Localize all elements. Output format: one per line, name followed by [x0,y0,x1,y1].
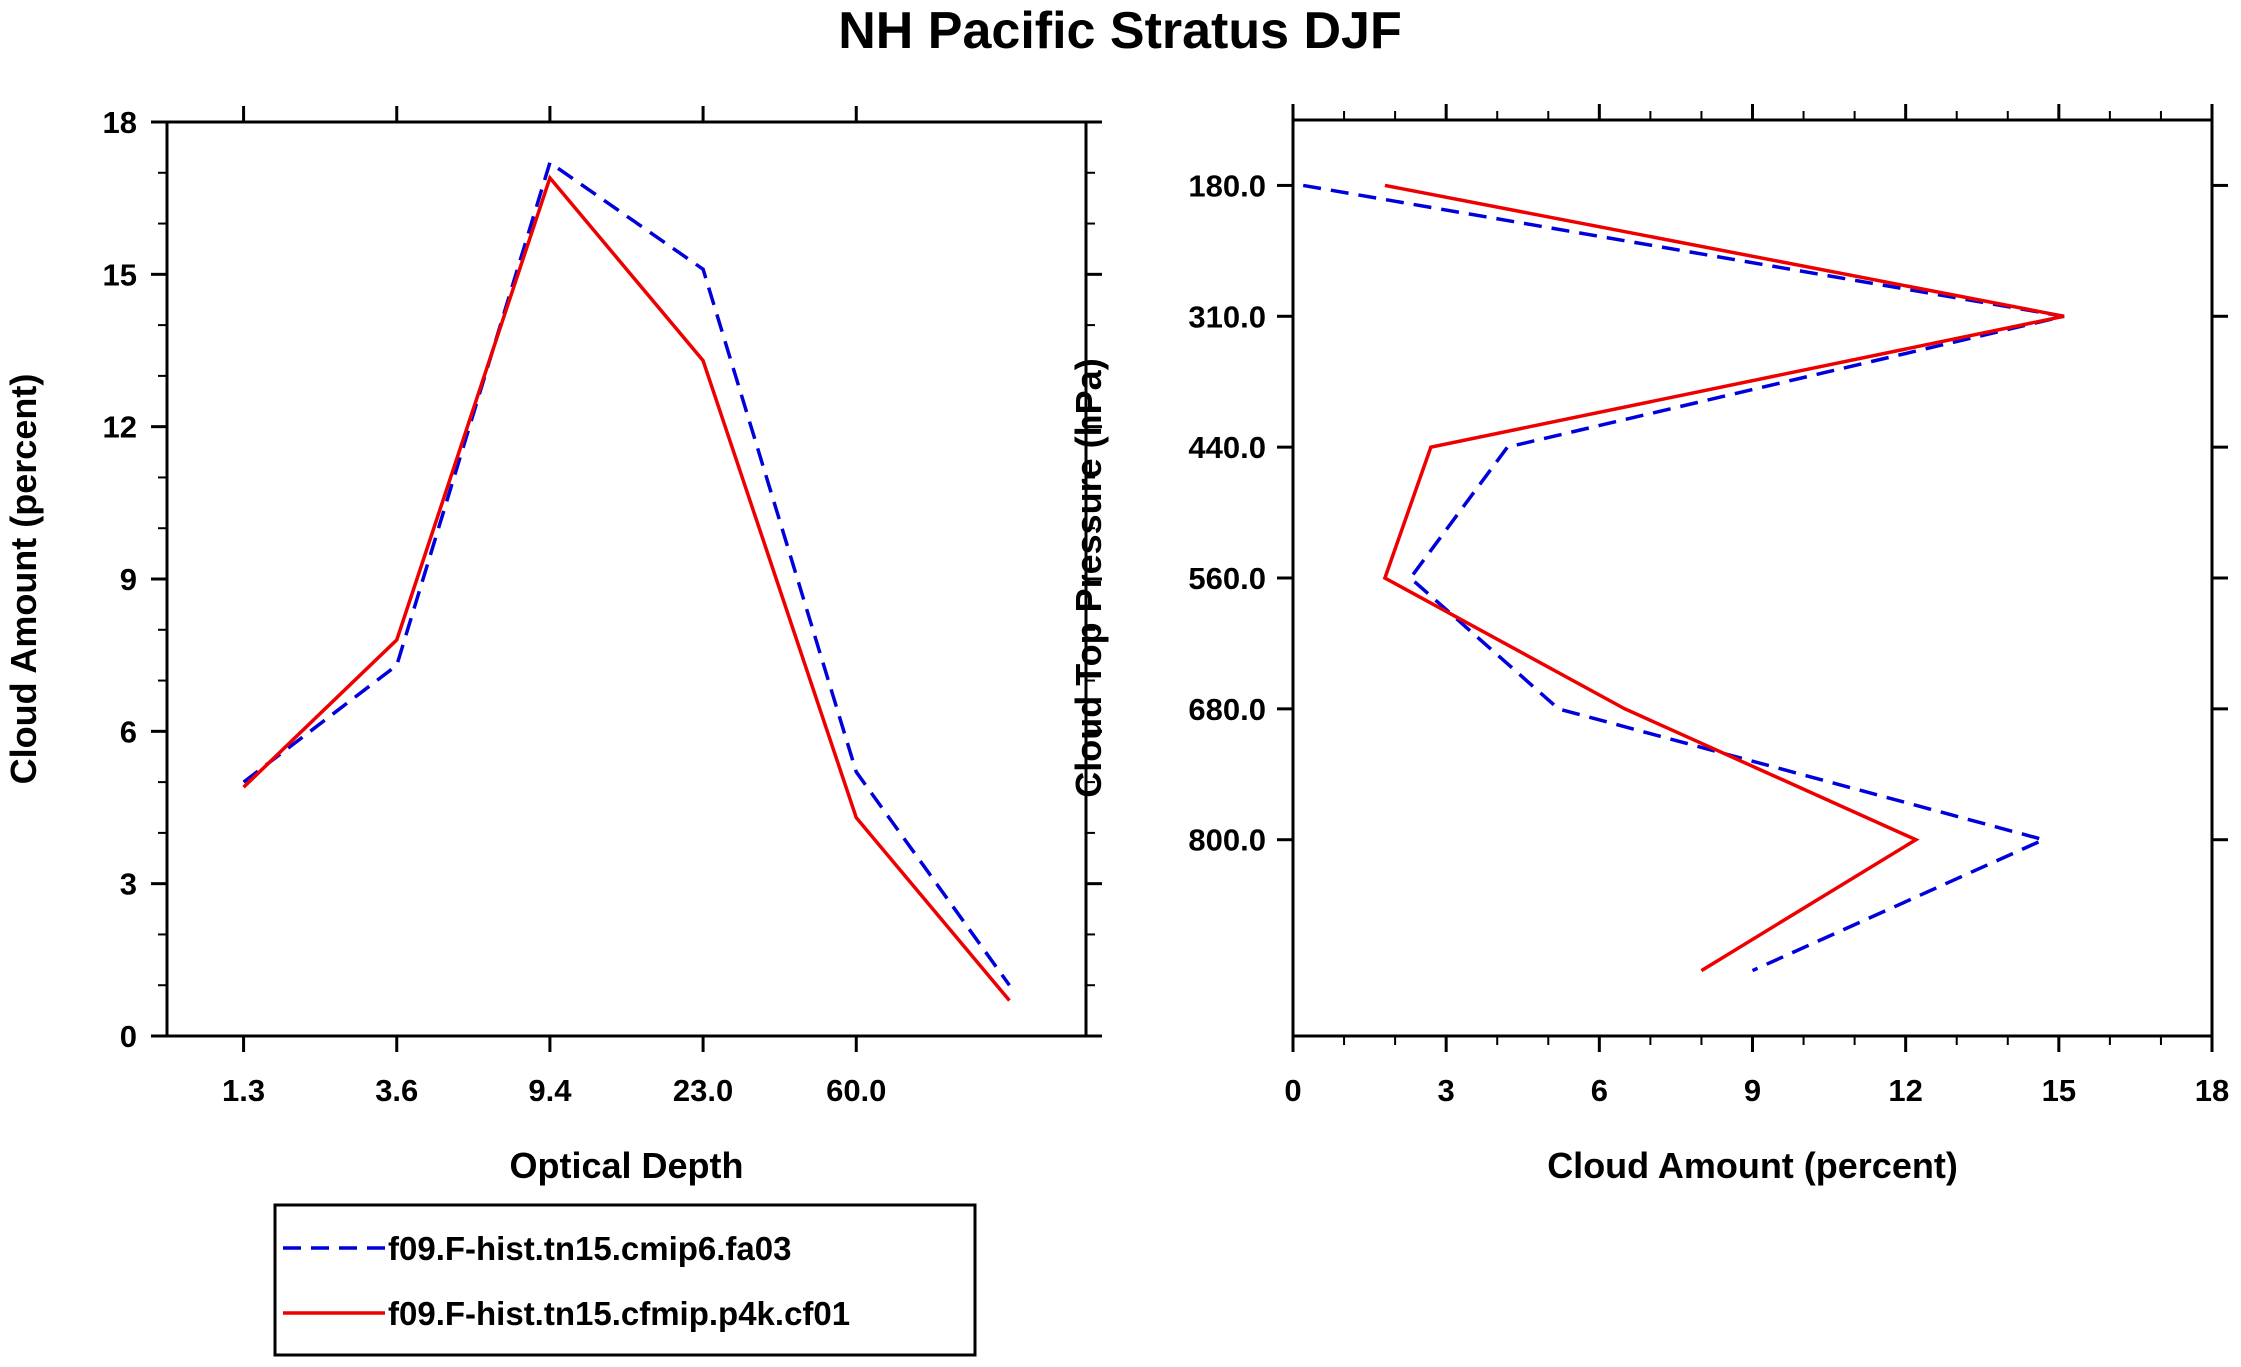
x-tick-label: 12 [1888,1073,1922,1108]
x-tick-label: 9 [1744,1073,1761,1108]
x-tick-label: 9.4 [528,1073,572,1108]
panel-cloud-amount-vs-optical-depth: 0 3 6 9 12 15 18 1.3 3.6 9.4 23.0 60.0 Optical Depth… [3,105,1102,1186]
y-tick-label: 310.0 [1188,299,1266,334]
legend-label-series-1: f09.F-hist.tn15.cmip6.fa03 [388,1230,791,1267]
plot-frame [165,120,1088,1038]
chart-title: NH Pacific Stratus DJF [838,2,1402,60]
y-tick-label: 9 [120,562,137,597]
y-axis-label: Cloud Amount (percent) [3,374,44,785]
y-tick-label: 560.0 [1188,561,1266,596]
x-tick-label: 1.3 [222,1073,265,1108]
x-tick-label: 15 [2042,1073,2076,1108]
y-tick-label: 3 [120,867,137,902]
x-tick-label: 6 [1591,1073,1608,1108]
y-tick-label: 680.0 [1188,692,1266,727]
panel-cloud-amount-vs-pressure: 0 3 6 9 12 15 18 180.0 310.0 440.0 560.0 680.0 800.0… [1068,104,2229,1186]
y-tick-label: 18 [103,105,137,140]
series-line-1 [1302,183,2065,973]
legend-label-series-2: f09.F-hist.tn15.cfmip.p4k.cf01 [388,1295,850,1332]
y-tick-label: 6 [120,714,137,749]
x-tick-label: 3 [1438,1073,1455,1108]
legend-box [273,1203,977,1357]
series-line-2 [242,174,1011,1002]
x-tick-label: 60.0 [826,1073,886,1108]
series-line-2 [1382,183,2065,973]
x-axis-label: Optical Depth [509,1145,743,1186]
y-axis-label: Cloud Top Pressure (hPa) [1068,358,1109,797]
y-tick-label: 800.0 [1188,823,1266,858]
x-tick-label: 0 [1284,1073,1301,1108]
x-axis-label: Cloud Amount (percent) [1547,1145,1958,1186]
y-tick-label: 0 [120,1019,137,1054]
legend: f09.F-hist.tn15.cmip6.fa03 f09.F-hist.tn… [273,1203,977,1357]
x-tick-label: 3.6 [375,1073,418,1108]
y-tick-label: 180.0 [1188,168,1266,203]
x-tick-label: 18 [2195,1073,2229,1108]
y-tick-label: 440.0 [1188,430,1266,465]
y-tick-label: 12 [103,410,137,445]
x-tick-label: 23.0 [673,1073,733,1108]
y-tick-label: 15 [103,257,137,292]
